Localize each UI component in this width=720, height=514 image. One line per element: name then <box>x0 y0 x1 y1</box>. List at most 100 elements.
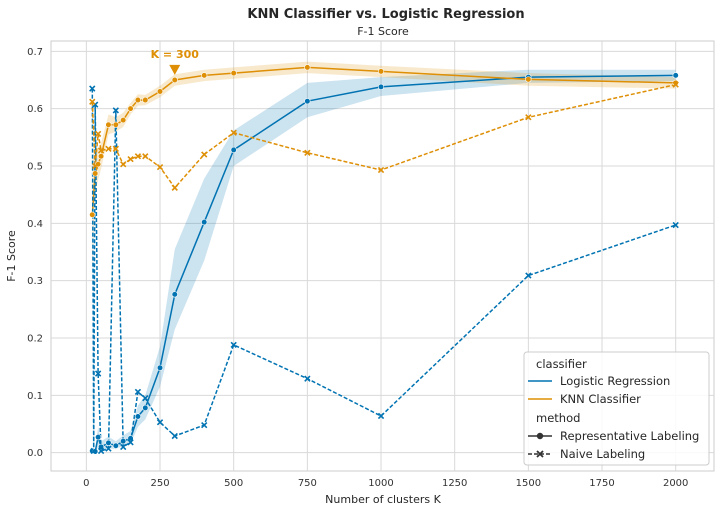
confidence-bands <box>92 61 676 453</box>
y-tick-label: 0.3 <box>27 276 43 287</box>
point-logistic-regression-naive-labeling <box>525 272 532 279</box>
point-logistic-regression-naive-labeling <box>201 421 208 429</box>
x-tick-label: 750 <box>298 478 317 489</box>
point-logistic-regression-representative-labeling <box>105 439 112 447</box>
point-logistic-regression-naive-labeling <box>127 439 134 446</box>
point-logistic-regression-naive-labeling <box>156 419 164 426</box>
point-knn-classifier-representative-labeling <box>120 117 127 124</box>
point-knn-classifier-naive-labeling <box>94 130 102 138</box>
point-knn-classifier-representative-labeling <box>112 121 119 128</box>
point-logistic-regression-naive-labeling <box>304 375 311 382</box>
annotation-label: K = 300 <box>151 48 200 61</box>
x-tick-label: 1250 <box>442 478 467 489</box>
chart-subtitle: F-1 Score <box>357 25 409 38</box>
point-logistic-regression-naive-labeling <box>134 388 142 396</box>
y-tick-label: 0.0 <box>27 448 43 459</box>
point-logistic-regression-representative-labeling <box>120 438 127 445</box>
point-logistic-regression-representative-labeling <box>95 434 102 441</box>
point-logistic-regression-naive-labeling <box>171 432 178 440</box>
point-logistic-regression-naive-labeling <box>112 107 119 114</box>
legend: classifier Logistic Regression KNN Class… <box>523 351 710 466</box>
legend-marker-representative <box>536 432 544 440</box>
point-knn-classifier-naive-labeling <box>156 163 164 171</box>
legend-box <box>523 351 710 466</box>
series-line-knn-classifier-naive-labeling <box>91 83 676 190</box>
point-logistic-regression-naive-labeling <box>377 412 385 420</box>
x-tick-label: 2000 <box>663 478 688 489</box>
point-knn-classifier-representative-labeling <box>142 96 149 104</box>
point-logistic-regression-representative-labeling <box>142 404 149 412</box>
legend-entry-naive-labeling: Naive Labeling <box>560 447 645 461</box>
point-knn-classifier-representative-labeling <box>89 211 96 218</box>
point-logistic-regression-representative-labeling <box>156 364 164 371</box>
point-logistic-regression-representative-labeling <box>97 443 105 451</box>
point-logistic-regression-representative-labeling <box>672 72 679 79</box>
point-knn-classifier-representative-labeling <box>97 153 105 160</box>
legend-entry-logistic-regression: Logistic Regression <box>560 374 670 388</box>
ci-band-knn-classifier-representative-labeling <box>92 61 676 275</box>
point-knn-classifier-representative-labeling <box>105 121 112 128</box>
point-logistic-regression-naive-labeling <box>97 447 105 455</box>
y-tick-label: 0.4 <box>27 219 43 230</box>
point-logistic-regression-naive-labeling <box>230 341 237 349</box>
point-logistic-regression-representative-labeling <box>127 435 134 442</box>
point-knn-classifier-naive-labeling <box>112 145 119 152</box>
legend-marker-naive <box>536 450 544 458</box>
point-knn-classifier-representative-labeling <box>92 170 99 177</box>
point-logistic-regression-naive-labeling <box>142 395 149 402</box>
point-knn-classifier-naive-labeling <box>377 166 385 174</box>
y-tick-label: 0.6 <box>27 104 43 115</box>
point-knn-classifier-naive-labeling <box>120 161 127 168</box>
x-tick-label: 1750 <box>589 478 614 489</box>
point-knn-classifier-naive-labeling <box>201 151 208 158</box>
x-tick-label: 1000 <box>368 478 393 489</box>
y-ticks: 0.0 0.1 0.2 0.3 0.4 0.5 0.6 0.7 <box>27 47 43 459</box>
point-logistic-regression-representative-labeling <box>201 219 208 226</box>
y-tick-label: 0.2 <box>27 333 43 344</box>
y-tick-label: 0.1 <box>27 391 43 402</box>
point-knn-classifier-representative-labeling <box>171 76 178 84</box>
point-knn-classifier-naive-labeling <box>127 155 134 163</box>
y-tick-label: 0.7 <box>27 47 43 58</box>
point-logistic-regression-naive-labeling <box>672 221 679 229</box>
point-knn-classifier-representative-labeling <box>377 68 385 75</box>
point-logistic-regression-naive-labeling <box>94 370 102 377</box>
point-knn-classifier-naive-labeling <box>134 153 142 160</box>
point-logistic-regression-representative-labeling <box>134 413 142 420</box>
annotation-triangle-marker <box>169 64 181 75</box>
point-logistic-regression-naive-labeling <box>120 443 127 451</box>
point-knn-classifier-representative-labeling <box>156 88 164 95</box>
point-knn-classifier-naive-labeling <box>89 98 96 105</box>
point-knn-classifier-naive-labeling <box>97 147 105 154</box>
legend-style-title: method <box>536 411 580 425</box>
point-knn-classifier-representative-labeling <box>134 96 142 104</box>
point-knn-classifier-naive-labeling <box>142 153 149 160</box>
point-logistic-regression-representative-labeling <box>230 146 237 154</box>
point-logistic-regression-representative-labeling <box>171 291 178 298</box>
point-logistic-regression-representative-labeling <box>112 442 119 449</box>
x-tick-label: 250 <box>150 478 169 489</box>
point-logistic-regression-naive-labeling <box>105 445 112 452</box>
point-knn-classifier-representative-labeling <box>201 72 208 79</box>
x-tick-label: 1500 <box>516 478 541 489</box>
point-knn-classifier-naive-labeling <box>304 149 311 156</box>
point-knn-classifier-naive-labeling <box>92 162 99 170</box>
point-knn-classifier-representative-labeling <box>95 161 102 168</box>
legend-entry-representative-labeling: Representative Labeling <box>560 429 699 443</box>
legend-hue-title: classifier <box>536 357 587 371</box>
chart-title: KNN Classifier vs. Logistic Regression <box>247 7 524 22</box>
point-knn-classifier-representative-labeling <box>127 105 134 112</box>
x-axis-label: Number of clusters K <box>325 493 441 506</box>
y-axis-label: F-1 Score <box>5 230 18 282</box>
point-logistic-regression-naive-labeling <box>90 447 97 455</box>
x-tick-label: 0 <box>83 478 89 489</box>
y-tick-label: 0.5 <box>27 161 43 172</box>
point-knn-classifier-naive-labeling <box>171 184 178 191</box>
series-markers <box>89 64 679 455</box>
point-knn-classifier-naive-labeling <box>525 114 532 121</box>
legend-entry-knn-classifier: KNN Classifier <box>560 392 641 406</box>
point-knn-classifier-naive-labeling <box>230 129 237 136</box>
k300-annotation: K = 300 <box>151 48 200 75</box>
point-knn-classifier-naive-labeling <box>105 145 112 152</box>
